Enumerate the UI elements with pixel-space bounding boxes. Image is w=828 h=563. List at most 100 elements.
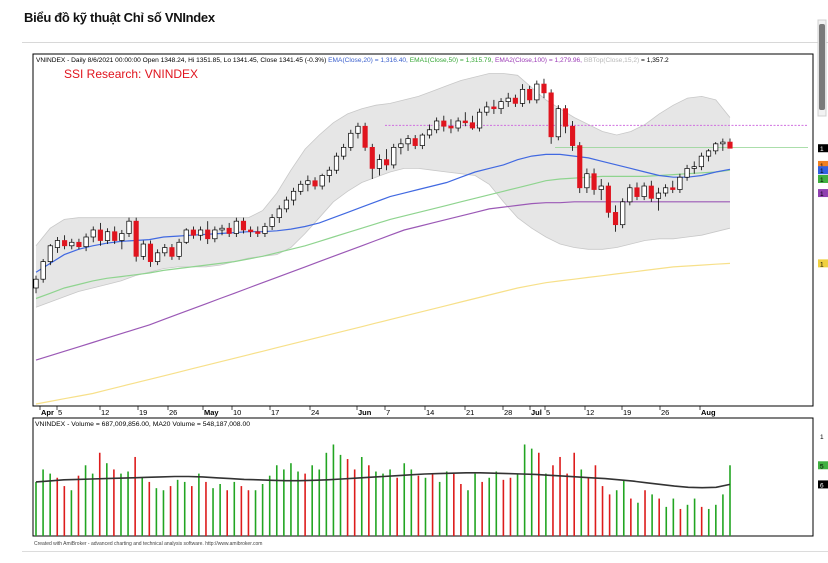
candle [333, 152, 340, 174]
candle-body [97, 229, 103, 241]
price-tag-label: 1 [820, 191, 824, 198]
candle-body [591, 173, 597, 190]
candle-body [47, 245, 53, 262]
candle [591, 168, 597, 195]
x-axis-ticks: Apr 5 12 19 26 May 10 17 24 Jun 7 14 21 28 Jul 5 12 19 26 A… [39, 406, 716, 417]
price-tag [818, 144, 828, 153]
candle-body [570, 125, 576, 146]
candle [627, 184, 633, 206]
candle-body [33, 278, 39, 289]
candles [33, 78, 733, 294]
ema100-line [35, 201, 730, 361]
volume-right-tags: 1 5 6 [818, 432, 828, 489]
x-tick-label: 26 [169, 408, 177, 417]
candle-body [312, 180, 318, 187]
candle-body [341, 146, 347, 157]
candle-body [62, 240, 68, 247]
candle-body [727, 141, 733, 149]
volume-ma20-line [35, 471, 731, 489]
volume-ma20 [35, 471, 731, 489]
price-tag-label: 1 [820, 168, 824, 175]
info-ema20: EMA(Close,20) = 1,316.40, [328, 57, 408, 64]
candle [290, 187, 297, 206]
candle [455, 117, 461, 132]
ema20-line [35, 153, 731, 273]
candle-body [319, 175, 325, 187]
candle [248, 226, 254, 237]
candle-body [155, 252, 161, 262]
candle-body [684, 168, 690, 178]
candle-body [713, 143, 719, 152]
candle [305, 175, 311, 192]
x-tick-label: Aug [701, 408, 716, 417]
candle-body [598, 185, 604, 190]
candle [62, 235, 68, 250]
ema200-line [35, 262, 731, 405]
candle-body [240, 220, 247, 231]
candle [641, 182, 647, 201]
candle [133, 217, 139, 262]
candle-body [355, 125, 361, 134]
info-bb-val: = 1,357.2 [641, 57, 669, 64]
volume-info: VNINDEX - Volume = 687,009,856.00, MA20 … [35, 421, 250, 428]
svg-text:VNINDEX - Daily 8/6/2021 00:00: VNINDEX - Daily 8/6/2021 00:00:00 Open 1… [36, 57, 669, 64]
candle [577, 142, 583, 194]
candle [412, 135, 418, 150]
candle [355, 122, 361, 139]
x-tick-label: Apr [41, 408, 54, 417]
x-tick-label: 24 [311, 408, 319, 417]
candle [555, 105, 561, 141]
candle [176, 238, 182, 260]
candle-body [305, 180, 311, 185]
candle-body [484, 106, 490, 113]
volume-tag [818, 432, 828, 441]
ema50-line [35, 169, 731, 300]
candle-body [605, 185, 611, 213]
x-tick-label: 5 [546, 408, 550, 417]
candle-body [555, 108, 561, 138]
scrollbar-thumb[interactable] [819, 24, 825, 110]
candle-body [534, 83, 540, 101]
candle [83, 233, 89, 252]
candle-body [577, 145, 583, 189]
candle-body [190, 229, 196, 236]
bollinger-top [35, 73, 731, 247]
candle-body [147, 243, 154, 262]
candle [727, 138, 733, 149]
candle [183, 228, 189, 245]
candle [405, 135, 411, 151]
candle-body [76, 241, 82, 248]
candle [262, 222, 268, 237]
candle [419, 133, 425, 150]
candle-body [627, 187, 633, 203]
candle [477, 108, 483, 132]
x-tick-label: 26 [661, 408, 669, 417]
candle-body [562, 108, 569, 127]
candle [326, 166, 332, 183]
x-tick-label: 28 [504, 408, 512, 417]
candle-body [276, 208, 282, 219]
candle-body [219, 227, 225, 231]
candle [369, 143, 375, 179]
page-title: Biểu đồ kỹ thuật Chỉ số VNIndex [24, 10, 215, 25]
candle [162, 244, 168, 257]
candle-body [477, 111, 483, 129]
candle [76, 238, 82, 250]
candle-body [262, 226, 268, 234]
candle-body [705, 150, 712, 157]
candle [240, 217, 247, 234]
grid-lines [385, 124, 808, 148]
candle [276, 205, 282, 223]
candle-body [126, 220, 132, 234]
x-tick-label: 7 [386, 408, 390, 417]
price-tag-label: 1 [820, 146, 824, 153]
candle-body [441, 120, 447, 127]
candle [498, 98, 504, 114]
x-tick-label: May [204, 408, 219, 417]
right-price-tags: 111111 [818, 144, 828, 268]
candle [205, 221, 211, 245]
volume-tag [818, 461, 828, 470]
candle [384, 149, 390, 171]
x-tick-label: Jul [531, 408, 542, 417]
candle-body [333, 155, 340, 171]
